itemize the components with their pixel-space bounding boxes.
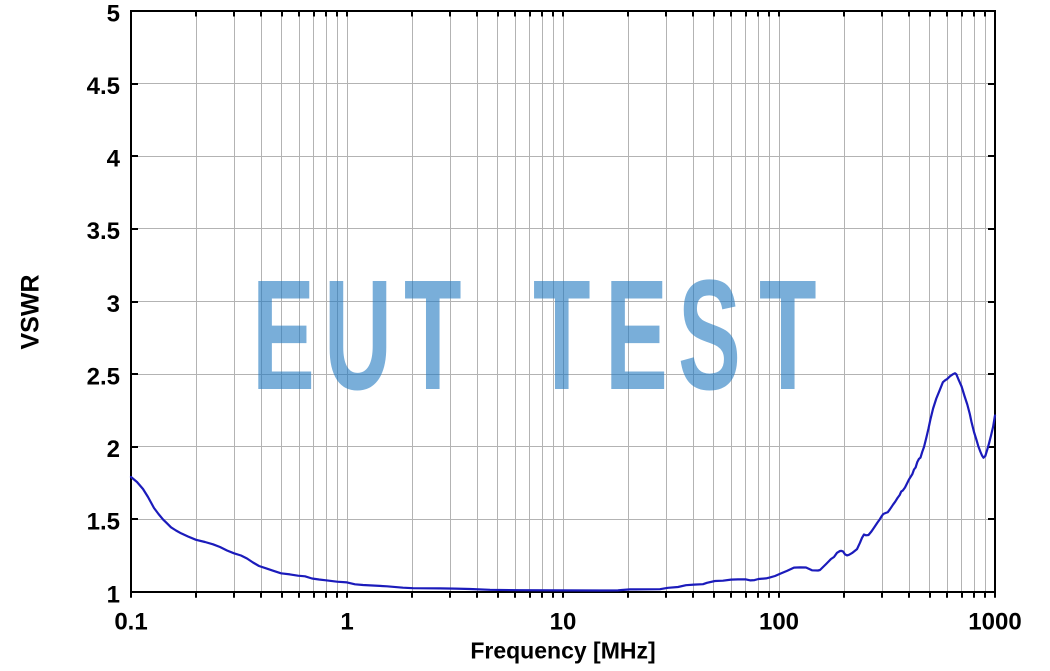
- svg-text:3.5: 3.5: [87, 218, 120, 245]
- svg-text:100: 100: [759, 609, 799, 636]
- svg-text:T: T: [759, 248, 817, 423]
- svg-text:4: 4: [107, 146, 121, 173]
- svg-text:1000: 1000: [968, 609, 1021, 636]
- svg-text:5: 5: [107, 0, 120, 27]
- svg-text:Frequency [MHz]: Frequency [MHz]: [470, 638, 655, 664]
- svg-text:2: 2: [107, 436, 120, 463]
- svg-text:T: T: [404, 248, 462, 423]
- svg-text:0.1: 0.1: [114, 609, 147, 636]
- svg-text:2.5: 2.5: [87, 363, 120, 390]
- svg-text:U: U: [324, 248, 392, 423]
- svg-text:1: 1: [340, 609, 353, 636]
- svg-text:E: E: [605, 248, 668, 423]
- svg-text:T: T: [533, 248, 591, 423]
- svg-text:3: 3: [107, 291, 120, 318]
- svg-text:1: 1: [107, 581, 120, 608]
- svg-text:4.5: 4.5: [87, 73, 120, 100]
- svg-text:10: 10: [550, 609, 577, 636]
- svg-text:E: E: [252, 248, 315, 423]
- svg-text:S: S: [678, 248, 741, 423]
- svg-text:1.5: 1.5: [87, 509, 120, 536]
- svg-text:VSWR: VSWR: [16, 275, 44, 350]
